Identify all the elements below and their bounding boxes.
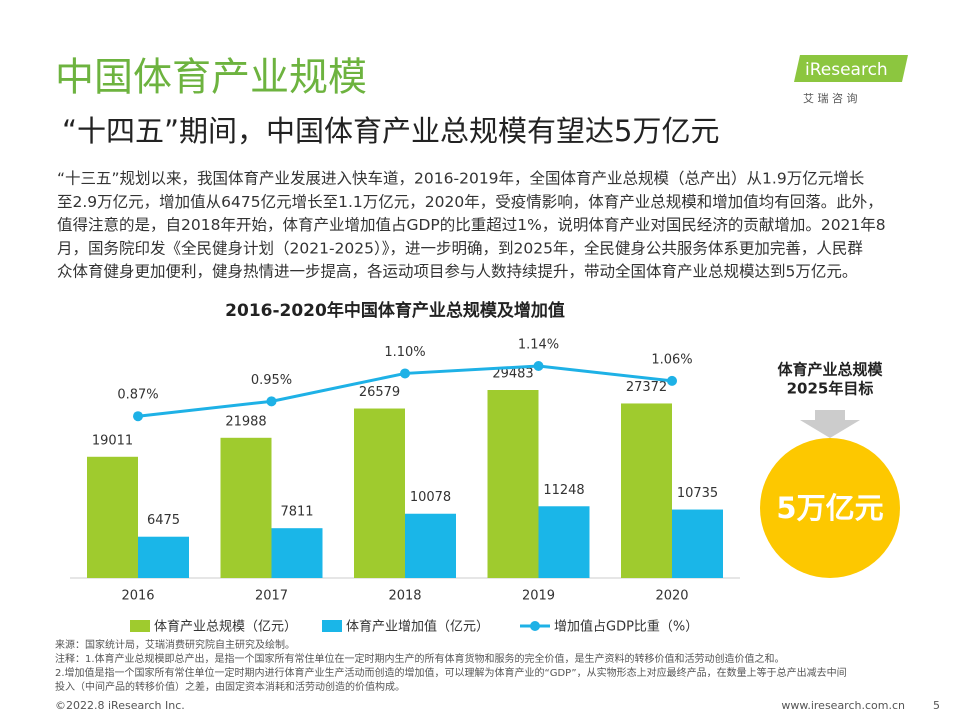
- body-line: 月，国务院印发《全民健身计划（2021-2025）》，进一步明确，到2025年，…: [57, 238, 863, 257]
- target-value: 5万亿元: [776, 491, 883, 525]
- x-tick-label: 2016: [121, 589, 154, 604]
- target-title: 2025年目标: [787, 380, 874, 398]
- bar: [538, 506, 590, 578]
- bar: [87, 456, 138, 578]
- page-number: 5: [933, 699, 940, 712]
- bar: [271, 528, 323, 578]
- x-tick-label: 2020: [655, 589, 688, 604]
- data-label: 10735: [677, 486, 718, 501]
- copyright: ©2022.8 iResearch Inc.: [55, 699, 185, 712]
- bar: [672, 509, 723, 578]
- note: 2.增加值是指一个国家所有常住单位一定时期内进行体育产业生产活动而创造的增加值，…: [55, 666, 847, 679]
- x-tick-label: 2019: [522, 589, 555, 604]
- logo-bg: [794, 55, 908, 82]
- legend-swatch: [322, 620, 342, 632]
- line-marker: [266, 396, 277, 407]
- line-marker: [133, 411, 143, 422]
- data-label: 27372: [626, 380, 667, 395]
- data-label: 0.95%: [251, 373, 292, 388]
- bar: [354, 408, 405, 578]
- data-label: 10078: [410, 490, 451, 505]
- body-line: 至2.9万亿元，增加值从6475亿元增长至1.1万亿元，2020年，受疫情影响，…: [57, 193, 883, 211]
- data-label: 1.06%: [651, 352, 692, 367]
- x-tick-label: 2018: [388, 589, 421, 604]
- slide-subtitle: “十四五”期间，中国体育产业总规模有望达5万亿元: [62, 114, 720, 148]
- chart-title: 2016-2020年中国体育产业总规模及增加值: [225, 300, 565, 321]
- legend-swatch: [530, 621, 540, 631]
- url: www.iresearch.com.cn: [781, 699, 905, 712]
- body-line: “十三五”规划以来，我国体育产业发展进入快车道，2016-2019年，全国体育产…: [57, 170, 864, 188]
- arrow: [800, 410, 860, 438]
- legend-label: 体育产业增加值（亿元）: [346, 619, 489, 635]
- bar: [621, 403, 672, 578]
- body-line: 值得注意的是，自2018年开始，体育产业增加值占GDP的比重超过1%，说明体育产…: [57, 215, 886, 234]
- bar: [220, 437, 272, 578]
- target-title: 体育产业总规模: [777, 361, 883, 379]
- data-label: 19011: [92, 433, 133, 448]
- bar: [138, 536, 189, 578]
- line-marker: [400, 368, 410, 379]
- slide-title: 中国体育产业规模: [55, 56, 367, 101]
- data-label: 21988: [225, 414, 266, 429]
- line-marker: [667, 375, 677, 386]
- bar: [487, 390, 539, 578]
- data-label: 11248: [543, 483, 584, 498]
- note: 注释：1.体育产业总规模即总产出，是指一个国家所有常住单位在一定时期内生产的所有…: [55, 652, 785, 665]
- data-label: 6475: [147, 513, 180, 528]
- bar: [405, 513, 456, 578]
- body: “十三五”规划以来，我国体育产业发展进入快车道，2016-2019年，全国体育产…: [57, 170, 886, 281]
- data-label: 7811: [280, 505, 313, 520]
- logo: iResearch: [805, 60, 888, 80]
- body-line: 众体育健身更加便利，健身热情进一步提高，各运动项目参与人数持续提升，带动全国体育…: [57, 263, 857, 281]
- x-tick-label: 2017: [255, 589, 288, 604]
- data-label: 26579: [359, 385, 400, 400]
- line-marker: [533, 361, 544, 371]
- data-label: 1.10%: [384, 345, 425, 360]
- note: 投入（中间产品的转移价值）之差，由固定资本消耗和活劳动创造的价值构成。: [55, 680, 405, 693]
- logo-cn: 艾 瑞 咨 询: [803, 91, 858, 105]
- legend-label: 增加值占GDP比重（%）: [554, 619, 698, 635]
- data-label: 1.14%: [518, 338, 559, 353]
- target-circle: [760, 438, 900, 578]
- note: 来源：国家统计局，艾瑞消费研究院自主研究及绘制。: [55, 638, 295, 651]
- chart: 19011 21988 26579 29483 27372 6475 7811 10078 11…: [87, 338, 723, 635]
- legend-label: 体育产业总规模（亿元）: [154, 619, 297, 635]
- notes: 来源：国家统计局，艾瑞消费研究院自主研究及绘制。注释：1.体育产业总规模即总产出…: [55, 638, 847, 693]
- data-label: 0.87%: [117, 388, 158, 403]
- data-label: 29483: [492, 367, 533, 382]
- legend-swatch: [130, 620, 150, 632]
